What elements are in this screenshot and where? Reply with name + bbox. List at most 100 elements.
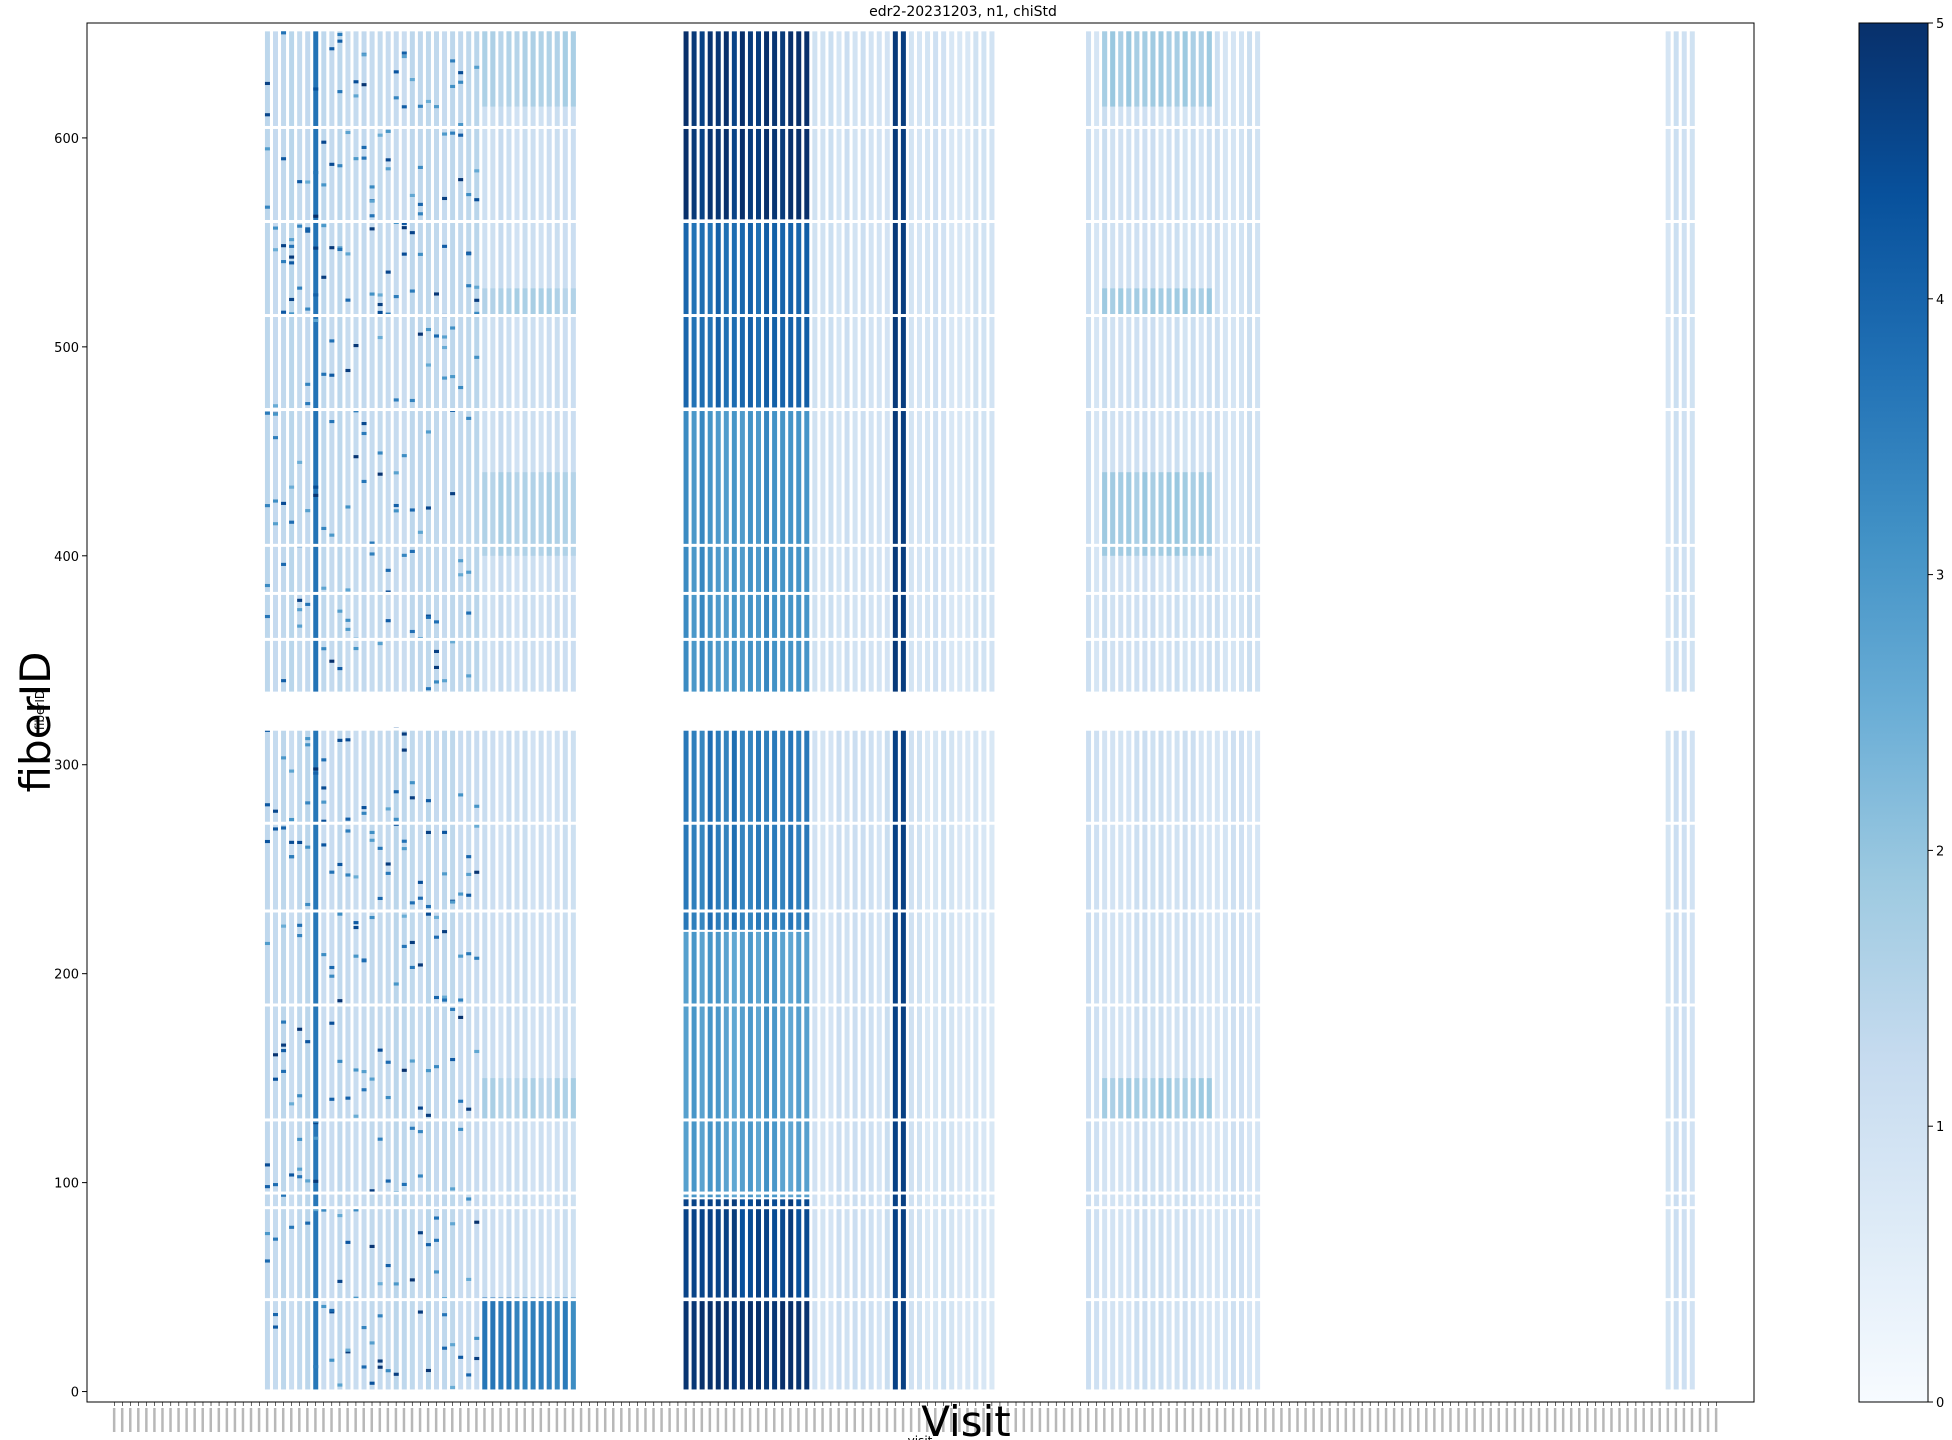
heat-cell [828,729,834,1390]
colorbar: 0 1 2 3 4 5 [1858,17,1944,1411]
x-tick-label [499,1408,502,1432]
heat-cell [313,1365,319,1369]
heat-cell [933,729,939,1390]
x-tick-label [1312,1408,1315,1432]
x-tick-label [265,1408,269,1432]
heat-cell [546,288,552,316]
heat-cell [337,246,343,250]
heat-cell [385,1263,391,1268]
heat-cell [425,799,431,803]
x-tick-label [1135,1408,1138,1432]
heat-cell [747,729,753,930]
heat-cell [562,31,568,692]
heat-cell [1222,31,1228,692]
heat-cell [1110,729,1116,1390]
y-axis: 0 100 200 300 400 500 600 [54,132,87,1401]
visit-column [1239,31,1244,1390]
heat-cell [1134,472,1140,556]
heat-cell [401,31,407,692]
heat-cell [385,158,391,162]
heat-cell [425,912,431,916]
heat-cell [434,334,439,338]
heat-cell [764,409,770,692]
heat-cell [281,1020,287,1024]
heat-cell [482,288,488,316]
heat-cell [321,800,327,804]
heat-cell [1182,729,1188,1390]
heat-cell [707,931,713,1198]
heat-cell [361,53,367,57]
heat-cell [377,310,383,315]
heat-cell [836,729,842,1390]
heat-cell [474,311,480,315]
x-tick-label [273,1408,277,1432]
heat-cell [264,504,270,508]
heat-cell [450,375,456,379]
heat-cell [506,1297,512,1390]
x-tick-label [1062,1408,1066,1432]
heat-cell [321,372,327,376]
heat-cell [353,954,359,958]
heat-cell [1134,288,1140,316]
heat-cell [281,729,287,1390]
heat-cell [264,81,270,86]
x-tick-label [1078,1408,1082,1432]
heat-cell [796,31,802,220]
heat-cell [1681,729,1687,1390]
heat-cell [514,288,520,316]
x-tick-label [1231,1408,1235,1432]
x-tick-label [885,1408,889,1432]
heat-cell [844,31,850,692]
heat-cell [788,729,794,930]
heat-cell [683,729,689,930]
x-tick-label [1159,1408,1162,1432]
heat-cell [562,31,568,107]
heat-cell [329,729,335,1390]
heat-cell [264,147,270,151]
heat-cell [273,436,278,440]
heat-cell [321,140,327,144]
heat-cell [417,530,423,534]
heat-cell [401,729,407,1390]
heat-cell [812,31,818,692]
x-tick-label [201,1408,204,1432]
heat-cell [305,509,311,513]
heat-cell [273,248,278,252]
heat-cell [345,368,351,373]
heat-cell [281,826,287,830]
heat-cell [329,533,335,537]
x-tick-label [1586,1408,1589,1432]
heat-cell [434,1065,439,1069]
x-tick-label [1674,1408,1678,1432]
heat-cell [506,472,512,556]
x-tick-label [1046,1408,1050,1432]
heat-cell [530,31,536,107]
x-tick-label [1304,1408,1307,1432]
heat-cell [289,255,295,259]
heat-cell [466,893,472,897]
heat-cell [264,113,270,117]
heat-cell [723,1199,729,1298]
heat-cell [691,931,697,1198]
heat-cell [522,1297,528,1390]
x-tick-label [402,1408,406,1432]
x-tick-label [1264,1408,1267,1432]
heat-cell [337,667,343,671]
x-tick-label [676,1408,679,1432]
heat-cell [442,196,448,201]
heat-cell [683,931,689,1198]
visit-column [828,31,834,1390]
heat-cell [337,738,343,742]
heat-cell [401,226,407,230]
heat-cell [305,1179,311,1183]
heat-cell [546,31,552,107]
heat-cell [273,499,278,503]
x-tick-label [595,1408,599,1432]
visit-column [989,31,995,1390]
heat-cell [393,509,399,513]
visit-column [812,31,818,1390]
heat-cell [329,1308,335,1313]
x-tick-label [1578,1408,1581,1432]
visit-column [1247,31,1253,1390]
heat-cell [450,1007,456,1011]
